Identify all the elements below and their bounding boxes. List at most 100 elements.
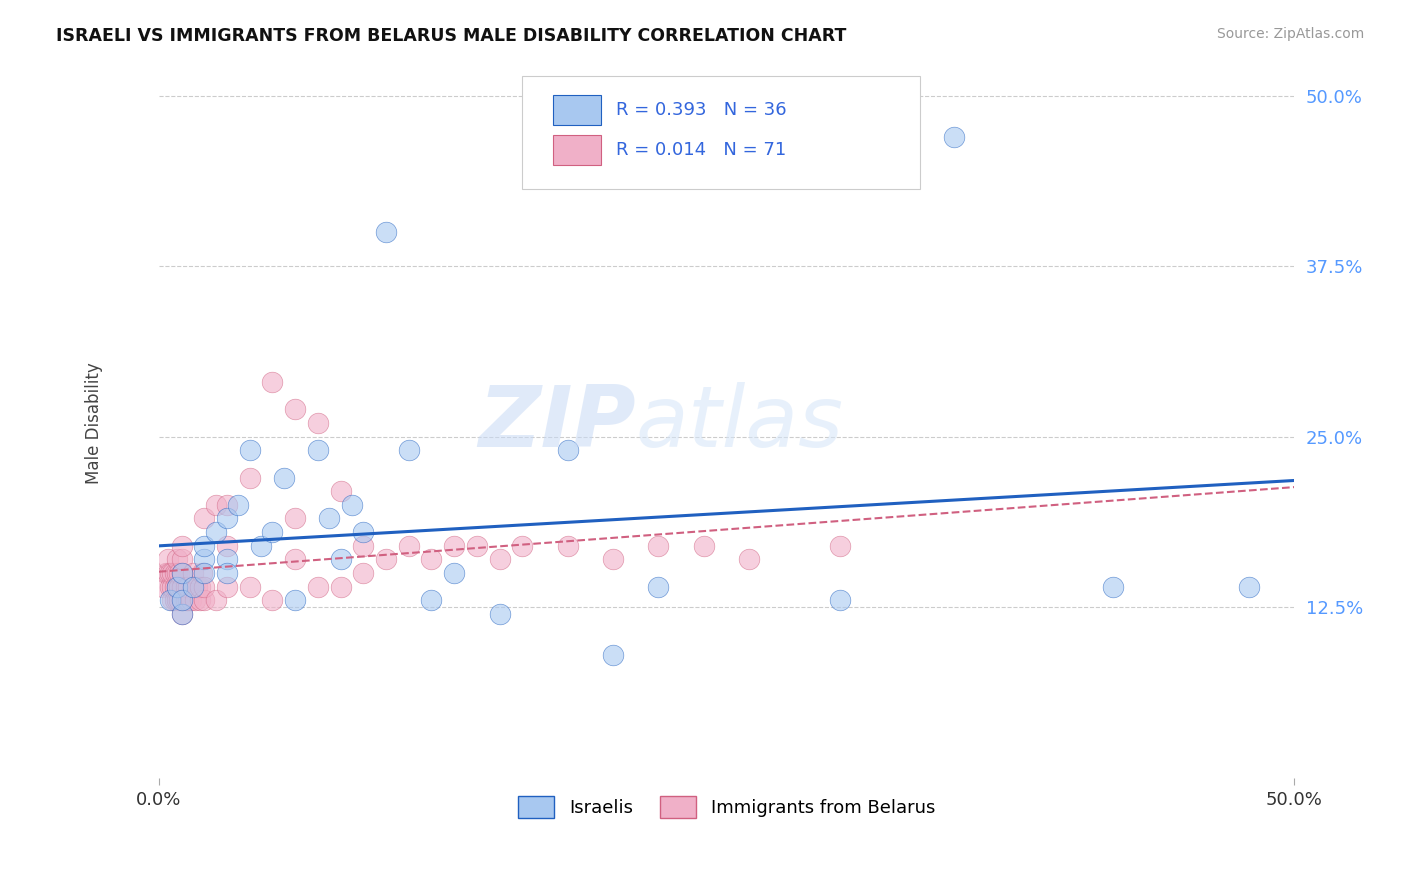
Point (420, 593, 443, 607)
Point (262, 525, 284, 540)
Point (602, 648, 624, 662)
Point (420, 552, 443, 566)
Point (170, 607, 193, 621)
Point (307, 580, 329, 594)
Text: ZIP: ZIP (478, 382, 636, 465)
Point (204, 593, 226, 607)
Point (193, 552, 215, 566)
Point (162, 593, 184, 607)
Point (340, 498, 363, 512)
Point (166, 580, 188, 594)
Point (284, 402, 307, 417)
Point (162, 580, 184, 594)
Point (262, 593, 284, 607)
Point (193, 593, 215, 607)
Point (193, 566, 215, 580)
Point (159, 593, 181, 607)
Point (465, 539, 488, 553)
Y-axis label: Male Disability: Male Disability (86, 362, 103, 484)
Point (170, 593, 193, 607)
Point (188, 593, 211, 607)
Point (166, 580, 188, 594)
Point (352, 539, 374, 553)
Point (942, 129, 965, 144)
Point (262, 375, 284, 389)
Point (830, 539, 852, 553)
Point (647, 580, 669, 594)
Point (169, 593, 191, 607)
Point (510, 539, 533, 553)
Text: ISRAELI VS IMMIGRANTS FROM BELARUS MALE DISABILITY CORRELATION CHART: ISRAELI VS IMMIGRANTS FROM BELARUS MALE … (56, 27, 846, 45)
Point (557, 443, 579, 458)
Point (215, 539, 238, 553)
Point (647, 539, 669, 553)
Point (693, 539, 716, 553)
Point (738, 552, 761, 566)
Point (163, 593, 186, 607)
Point (170, 566, 193, 580)
Point (215, 498, 238, 512)
Point (352, 525, 374, 540)
Point (329, 580, 352, 594)
Point (169, 580, 191, 594)
Point (170, 552, 193, 566)
Point (170, 580, 193, 594)
Point (375, 225, 398, 239)
Point (181, 566, 204, 580)
Point (284, 552, 307, 566)
Text: atlas: atlas (636, 382, 844, 465)
Point (329, 484, 352, 499)
Point (156, 566, 179, 580)
Point (273, 470, 295, 484)
Text: R = 0.014   N = 71: R = 0.014 N = 71 (616, 141, 787, 159)
FancyBboxPatch shape (522, 76, 920, 189)
Point (329, 552, 352, 566)
Point (180, 593, 202, 607)
Point (215, 511, 238, 525)
Point (307, 416, 329, 430)
Point (443, 539, 465, 553)
Point (602, 552, 624, 566)
Point (166, 552, 188, 566)
Point (215, 580, 238, 594)
Point (181, 580, 204, 594)
Point (488, 552, 510, 566)
Point (159, 566, 181, 580)
Point (215, 566, 238, 580)
Point (155, 566, 177, 580)
Point (488, 607, 510, 621)
Point (186, 580, 208, 594)
Point (170, 539, 193, 553)
Point (174, 593, 197, 607)
Point (398, 443, 420, 458)
Point (166, 566, 188, 580)
Point (181, 580, 204, 594)
Point (204, 525, 226, 540)
Point (159, 580, 181, 594)
Point (239, 580, 262, 594)
Point (170, 593, 193, 607)
Point (215, 552, 238, 566)
Point (352, 566, 374, 580)
Text: R = 0.393   N = 36: R = 0.393 N = 36 (616, 101, 787, 119)
Point (177, 593, 200, 607)
Point (162, 566, 184, 580)
Point (1237, 580, 1260, 594)
Point (398, 539, 420, 553)
Point (191, 566, 214, 580)
FancyBboxPatch shape (553, 95, 600, 125)
Point (156, 552, 179, 566)
Point (170, 566, 193, 580)
Point (557, 539, 579, 553)
Point (152, 580, 174, 594)
Point (163, 580, 186, 594)
Point (228, 498, 250, 512)
Point (284, 511, 307, 525)
Point (170, 607, 193, 621)
Point (830, 593, 852, 607)
Point (307, 443, 329, 458)
Point (318, 511, 340, 525)
Point (239, 470, 262, 484)
Point (193, 511, 215, 525)
Point (169, 566, 191, 580)
